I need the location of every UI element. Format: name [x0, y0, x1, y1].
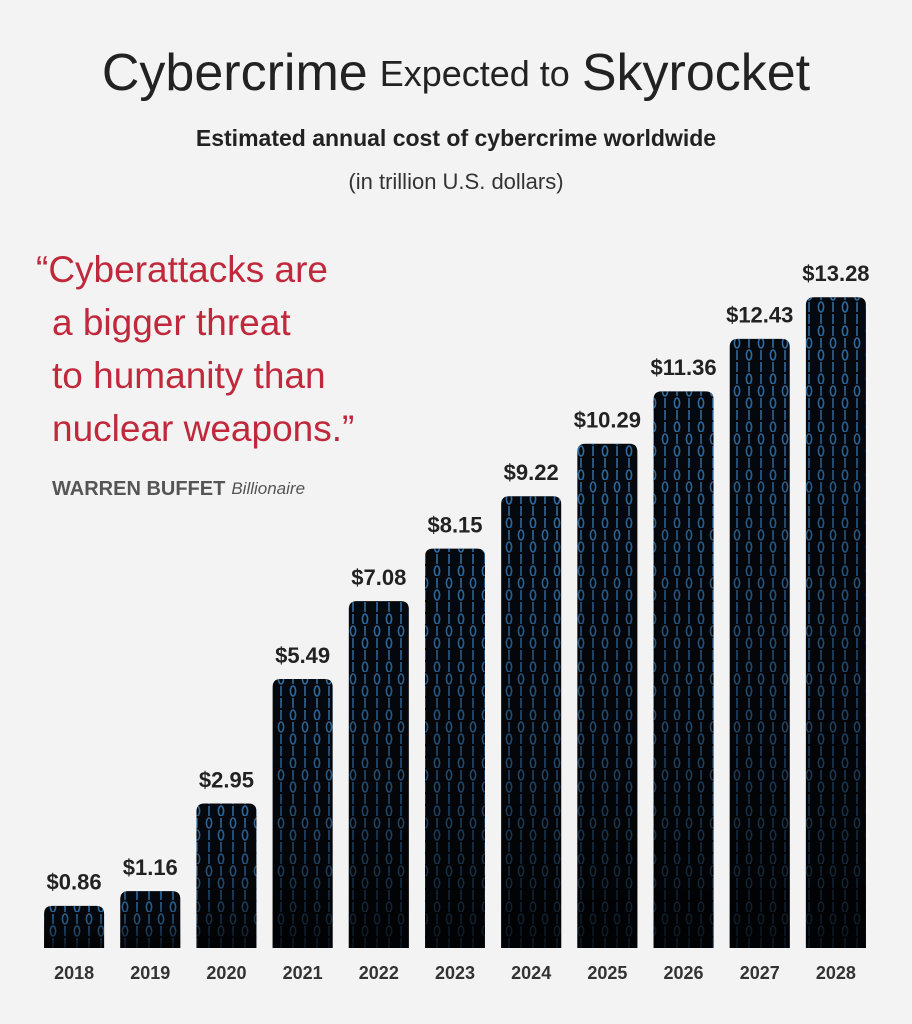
value-label: $11.36: [651, 355, 717, 380]
x-tick-label: 2018: [54, 963, 94, 983]
bar: [577, 443, 638, 948]
chart-title: Cybercrime Expected to Skyrocket: [102, 44, 811, 102]
value-label: $12.43: [726, 303, 793, 328]
subtitle: Estimated annual cost of cybercrime worl…: [196, 125, 716, 151]
bar: [44, 905, 105, 948]
bar: [425, 548, 485, 948]
value-label: $5.49: [275, 643, 330, 668]
bar: [120, 891, 181, 948]
x-tick-label: 2025: [587, 963, 627, 983]
quote-line: nuclear weapons.”: [52, 408, 354, 449]
value-label: $10.29: [574, 408, 641, 433]
quote-line: “Cyberattacks are: [36, 249, 328, 290]
bar: [348, 601, 409, 948]
x-tick-label: 2019: [130, 963, 170, 983]
bar: [653, 391, 714, 948]
bar: [501, 496, 562, 948]
x-tick-label: 2021: [283, 963, 323, 983]
quote-author: WARREN BUFFET: [52, 478, 225, 500]
value-label: $7.08: [351, 565, 406, 590]
x-tick-label: 2023: [435, 963, 475, 983]
bar: [196, 803, 257, 948]
title-part: Expected to: [380, 53, 570, 94]
value-label: $1.16: [123, 855, 178, 880]
value-label: $2.95: [199, 767, 254, 792]
x-tick-label: 2026: [664, 963, 704, 983]
bar: [272, 678, 333, 948]
quote-attribution: WARREN BUFFET Billionaire: [52, 478, 305, 500]
title-part: Cybercrime: [102, 44, 368, 102]
x-tick-label: 2027: [740, 963, 780, 983]
value-label: $9.22: [504, 460, 559, 485]
bar: [729, 338, 790, 948]
quote-line: to humanity than: [52, 355, 326, 396]
bar: [805, 297, 866, 948]
unit-note: (in trillion U.S. dollars): [348, 169, 563, 194]
x-tick-label: 2020: [206, 963, 246, 983]
x-tick-label: 2022: [359, 963, 399, 983]
value-label: $13.28: [802, 261, 869, 286]
quote-author-role: Billionaire: [231, 479, 305, 498]
x-tick-label: 2028: [816, 963, 856, 983]
value-label: $0.86: [47, 870, 102, 895]
x-tick-label: 2024: [511, 963, 551, 983]
quote-line: a bigger threat: [52, 302, 291, 343]
value-label: $8.15: [427, 512, 482, 537]
quote: “Cyberattacks are a bigger threat to hum…: [36, 249, 354, 449]
title-part: Skyrocket: [582, 44, 811, 102]
